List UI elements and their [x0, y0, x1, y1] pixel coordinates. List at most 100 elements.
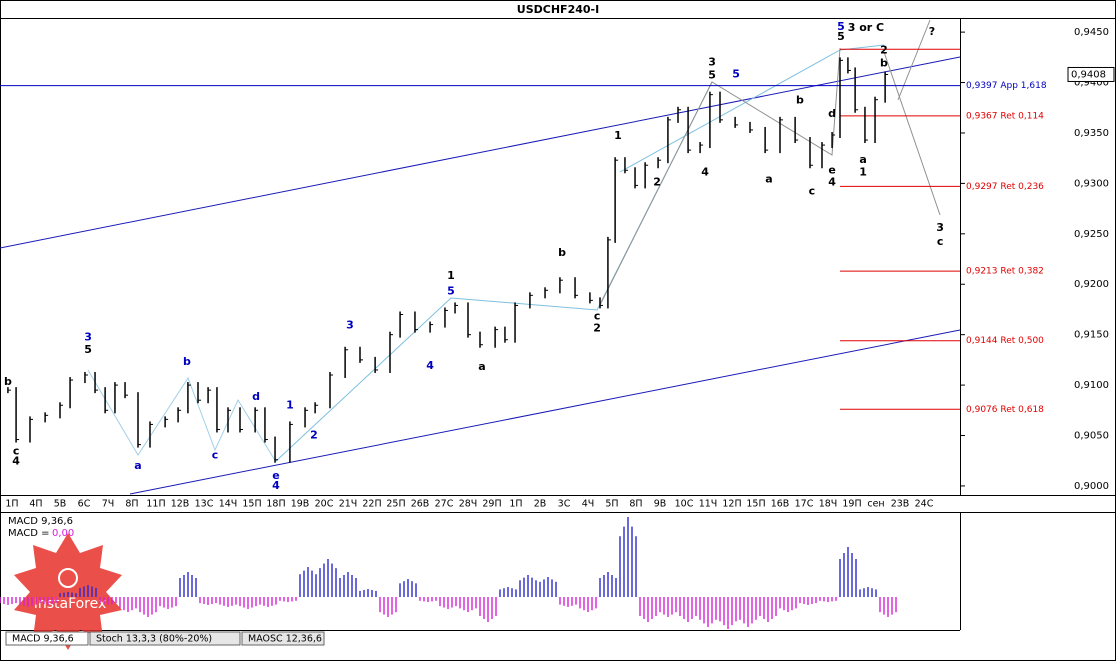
wave-label: c	[594, 310, 601, 323]
x-tick-label: 24С	[915, 499, 934, 510]
wave-label: 3	[708, 55, 716, 68]
level-label: 0,9397 App 1,618	[966, 81, 1047, 91]
tab-label[interactable]: MAOSC 12,36,6	[248, 634, 322, 645]
y-tick-label: 0,9150	[1074, 330, 1109, 341]
x-tick-label: 22П	[362, 499, 381, 510]
y-tick-label: 0,9000	[1074, 481, 1109, 492]
wave-label: 4	[701, 165, 709, 178]
wave-label: 5	[837, 20, 845, 33]
wave-label: 1	[286, 398, 294, 411]
x-tick-label: 15П	[242, 499, 261, 510]
y-tick-label: 0,9350	[1074, 128, 1109, 139]
tab-label[interactable]: Stoch 13,3,3 (80%-20%)	[96, 634, 212, 645]
wave-label: 1	[447, 269, 455, 282]
x-tick-label: 19В	[291, 499, 310, 510]
wave-label: b	[4, 375, 12, 388]
tab	[241, 631, 325, 646]
x-tick-label: 12П	[722, 499, 741, 510]
x-tick-label: 17С	[795, 499, 814, 510]
channel-line	[0, 56, 961, 249]
indicator-legend: MACD =	[8, 528, 50, 539]
x-tick-label: сен	[867, 499, 884, 510]
wave-label: a	[765, 172, 772, 185]
level-label: 0,9297 Ret 0,236	[966, 182, 1044, 192]
x-tick-label: 28Ч	[459, 499, 478, 510]
y-tick-label: 0,9300	[1074, 178, 1109, 189]
wave-label: 5	[84, 343, 92, 356]
x-tick-label: 29П	[482, 499, 501, 510]
x-tick-label: 8П	[629, 499, 642, 510]
wave-label: 2	[653, 175, 661, 188]
level-label: 0,9367 Ret 0,114	[966, 111, 1044, 121]
wave-label: 3 or C	[848, 21, 884, 34]
wave-label: 2	[880, 43, 888, 56]
y-tick-label: 0,9050	[1074, 431, 1109, 442]
level-label: 0,9076 Ret 0,618	[966, 405, 1044, 415]
wave-label: 4	[272, 479, 280, 492]
wave-label: 1	[859, 165, 867, 178]
wave-label: b	[880, 56, 888, 69]
indicator-title: MACD 9,36,6	[8, 516, 73, 527]
x-tick-label: 1П	[509, 499, 522, 510]
level-label: 0,9213 Ret 0,382	[966, 267, 1044, 277]
current-price-box	[1067, 66, 1115, 82]
x-tick-label: 26В	[411, 499, 430, 510]
x-tick-label: 6С	[78, 499, 91, 510]
wave-label: 5	[837, 30, 845, 43]
wave-label: 4	[12, 455, 20, 468]
x-tick-label: 1П	[5, 499, 18, 510]
wave-label: b	[558, 246, 566, 259]
wave-label: 2	[593, 322, 601, 335]
channel-line	[129, 329, 961, 495]
wave-label: a	[859, 153, 866, 166]
watermark-badge	[14, 533, 122, 650]
wave-line	[599, 47, 841, 306]
wave-label: 5	[708, 68, 716, 81]
x-tick-label: 5П	[605, 499, 618, 510]
x-tick-label: 2В	[534, 499, 547, 510]
x-tick-label: 3С	[558, 499, 571, 510]
x-tick-label: 19П	[842, 499, 861, 510]
wave-label: 2	[310, 429, 318, 442]
x-tick-label: 15П	[746, 499, 765, 510]
chart-title: USDCHF240-I	[517, 3, 599, 16]
tab	[89, 631, 241, 646]
wave-label: c	[937, 235, 944, 248]
wave-label: a	[478, 360, 485, 373]
x-tick-label: 4Ч	[582, 499, 595, 510]
wave-label: b	[796, 94, 804, 107]
x-tick-label: 16В	[771, 499, 790, 510]
watermark-icon	[58, 568, 78, 588]
wave-label: c	[809, 184, 816, 197]
wave-line	[883, 51, 941, 216]
wave-label: 5	[732, 67, 740, 80]
x-tick-label: 11Ч	[699, 499, 718, 510]
wave-label: a	[134, 459, 141, 472]
x-tick-label: 14Ч	[219, 499, 238, 510]
y-tick-label: 0,9400	[1074, 78, 1109, 89]
x-tick-label: 7Ч	[102, 499, 115, 510]
x-tick-label: 8П	[125, 499, 138, 510]
wave-label: 4	[426, 359, 434, 372]
y-tick-label: 0,9100	[1074, 380, 1109, 391]
wave-label: c	[13, 445, 20, 458]
wave-label: 1	[614, 129, 622, 142]
x-tick-label: 21Ч	[339, 499, 358, 510]
x-tick-label: 11П	[146, 499, 165, 510]
x-tick-label: 20С	[315, 499, 334, 510]
wave-label: d	[252, 390, 260, 403]
wave-line	[87, 369, 277, 463]
y-tick-label: 0,9200	[1074, 279, 1109, 290]
wave-label: 3	[84, 331, 92, 344]
tab	[5, 631, 89, 646]
wave-label: 5	[447, 284, 455, 297]
x-tick-label: 10С	[675, 499, 694, 510]
current-price-label: 0,9408	[1071, 69, 1106, 80]
tab-label[interactable]: MACD 9,36,6	[12, 634, 74, 645]
x-tick-label: 13С	[195, 499, 214, 510]
wave-label: b	[183, 355, 191, 368]
plot-area	[0, 19, 961, 495]
wave-label: 3	[346, 319, 354, 332]
